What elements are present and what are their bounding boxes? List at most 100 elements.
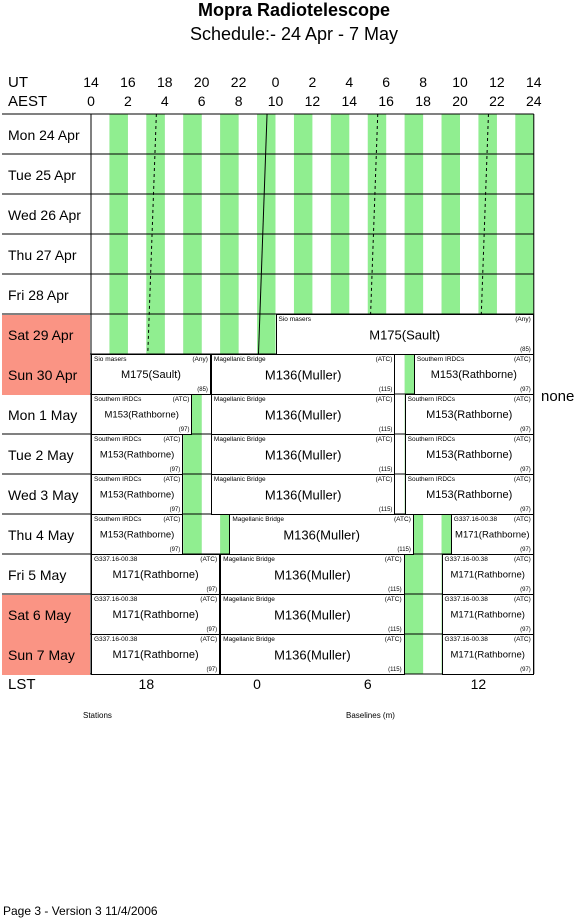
schedule-block: G337.16-00.38 (ATC) M171(Rathborne) (97): [441, 554, 534, 595]
block-observer: M136(Muller): [264, 447, 342, 462]
page-title: Mopra Radiotelescope: [197, 0, 391, 20]
lst-axis-label: LST: [8, 676, 36, 693]
block-array-config: (ATC): [513, 356, 531, 363]
block-array-config: (Any): [515, 316, 531, 323]
ut-tick-label: 0: [271, 74, 280, 90]
aest-tick-label: 2: [123, 93, 132, 109]
block-array-config: (ATC): [163, 476, 181, 483]
day-label: Mon 24 Apr: [8, 127, 80, 143]
block-observer: M175(Sault): [369, 327, 441, 342]
block-array-config: (ATC): [394, 516, 411, 523]
block-number: (115): [378, 387, 393, 393]
schedule-block: G337.16-00.38 (ATC) M171(Rathborne) (97): [450, 514, 534, 555]
block-number: (115): [378, 427, 393, 433]
block-array-config: (ATC): [513, 596, 531, 603]
day-label: Sat 29 Apr: [2, 315, 90, 355]
day-label: Fri 5 May: [8, 567, 67, 583]
block-project-title: Sio masers: [278, 316, 312, 323]
block-number: (115): [397, 547, 411, 553]
schedule-block: Magellanic Bridge (ATC) M136(Muller) (115): [220, 554, 405, 595]
block-array-config: (ATC): [384, 636, 402, 643]
block-number: (97): [169, 547, 181, 553]
block-number: (97): [520, 507, 531, 513]
day-label: Tue 2 May: [8, 447, 74, 463]
schedule-block: Magellanic Bridge (ATC) M136(Muller) (115): [210, 354, 396, 395]
block-array-config: (ATC): [384, 556, 402, 563]
schedule-block: Southern IRDCs (ATC) M153(Rathborne) (97): [404, 474, 534, 515]
lst-tick-label: 0: [253, 676, 261, 692]
day-label: Sun 30 Apr: [2, 355, 90, 395]
block-project-title: G337.16-00.38: [444, 596, 488, 603]
page-footer: Page 3 - Version 3 11/4/2006: [3, 904, 158, 918]
schedule-block: Southern IRDCs (ATC) M153(Rathborne) (97): [91, 394, 193, 435]
page-subtitle: Schedule:- 24 Apr - 7 May: [189, 24, 399, 44]
block-project-title: G337.16-00.38: [94, 636, 138, 643]
block-observer: M153(Rathborne): [426, 488, 513, 501]
ut-tick-label: 10: [452, 74, 468, 90]
block-project-title: Southern IRDCs: [407, 396, 455, 403]
lst-tick-label: 18: [138, 676, 155, 692]
block-observer: M153(Rathborne): [426, 408, 513, 421]
block-number: (97): [206, 667, 218, 673]
block-number: (97): [520, 627, 531, 633]
schedule-block: Southern IRDCs (ATC) M153(Rathborne) (97): [404, 394, 534, 435]
schedule-block: Magellanic Bridge (ATC) M136(Muller) (115): [210, 434, 396, 475]
block-project-title: G337.16-00.38: [453, 516, 498, 523]
block-observer: M153(Rathborne): [99, 489, 175, 500]
block-number: (97): [520, 547, 531, 553]
block-number: (115): [378, 467, 393, 473]
block-array-config: (ATC): [200, 636, 218, 643]
block-number: (115): [378, 507, 393, 513]
block-observer: M153(Rathborne): [430, 368, 517, 381]
block-project-title: G337.16-00.38: [444, 556, 488, 563]
lst-tick-label: 12: [470, 676, 487, 692]
schedule-block: G337.16-00.38 (ATC) M171(Rathborne) (97): [91, 634, 221, 675]
ut-tick-label: 20: [193, 74, 210, 90]
ut-tick-label: 6: [382, 74, 391, 90]
block-array-config: (ATC): [513, 396, 531, 403]
schedule-block: Southern IRDCs (ATC) M153(Rathborne) (97): [91, 514, 184, 555]
block-array-config: (ATC): [375, 436, 393, 443]
aest-tick-label: 14: [341, 93, 358, 109]
day-label: Mon 1 May: [8, 407, 78, 423]
block-observer: M171(Rathborne): [112, 568, 199, 581]
block-array-config: (ATC): [375, 396, 393, 403]
aest-tick-label: 6: [197, 93, 206, 109]
ut-axis-label: UT: [8, 74, 28, 91]
block-array-config: (ATC): [163, 436, 181, 443]
block-project-title: Magellanic Bridge: [213, 396, 266, 403]
block-observer: M136(Muller): [274, 647, 351, 662]
block-project-title: Magellanic Bridge: [213, 356, 266, 363]
aest-tick-label: 8: [234, 93, 243, 109]
block-number: (97): [169, 467, 181, 473]
block-array-config: (ATC): [375, 356, 393, 363]
aest-tick-label: 16: [378, 93, 394, 109]
day-label: Wed 26 Apr: [8, 207, 81, 223]
aest-tick-label: 4: [160, 93, 169, 109]
block-observer: M171(Rathborne): [450, 649, 525, 660]
block-observer: M153(Rathborne): [99, 529, 175, 540]
block-number: (115): [388, 627, 402, 633]
schedule-block: Magellanic Bridge (ATC) M136(Muller) (115): [220, 634, 405, 675]
block-project-title: G337.16-00.38: [94, 596, 138, 603]
block-array-config: (ATC): [375, 476, 393, 483]
block-observer: M175(Sault): [121, 368, 181, 381]
block-array-config: (ATC): [513, 556, 531, 563]
block-observer: M136(Muller): [274, 567, 351, 582]
block-number: (97): [520, 427, 531, 433]
block-number: (97): [178, 427, 190, 433]
block-number: (97): [206, 627, 218, 633]
stations-label: Stations: [83, 711, 112, 720]
block-array-config: (ATC): [172, 396, 190, 403]
block-array-config: (ATC): [513, 436, 531, 443]
aest-tick-label: 20: [452, 93, 468, 109]
side-note: none: [541, 388, 575, 405]
block-project-title: Magellanic Bridge: [232, 516, 285, 523]
block-observer: M136(Muller): [274, 607, 351, 622]
ut-tick-label: 14: [526, 74, 542, 90]
block-array-config: (ATC): [513, 476, 531, 483]
block-project-title: Southern IRDCs: [94, 436, 142, 443]
block-number: (115): [388, 587, 402, 593]
schedule-block: Southern IRDCs (ATC) M153(Rathborne) (97): [413, 354, 534, 395]
ut-tick-label: 2: [308, 74, 317, 90]
